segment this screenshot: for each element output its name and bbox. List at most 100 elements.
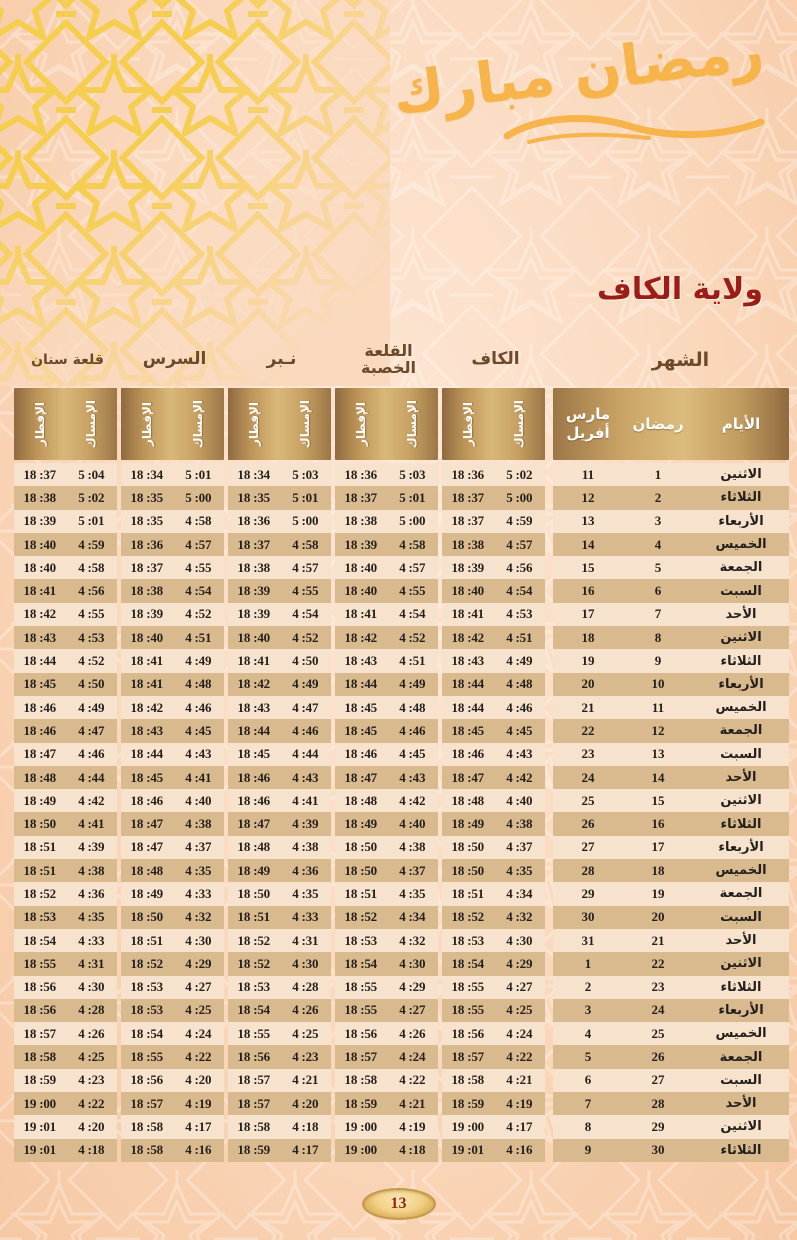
header-cell-imsak: الإمساك	[280, 388, 332, 460]
iftar-time-cell: 18 :57	[237, 1072, 271, 1088]
iftar-time-cell: 18 :52	[130, 955, 164, 971]
iftar-time-cell: 18 :47	[130, 816, 164, 832]
table-row: 18 :47 4 :43	[335, 765, 438, 790]
header-gregorian-line1: مارس	[565, 405, 611, 424]
table-row: 18 :39 4 :52	[121, 602, 224, 627]
table-row: 18 :35 4 :58	[121, 509, 224, 533]
iftar-time-cell: 18 :42	[23, 606, 57, 622]
gregorian-day-cell: 26	[581, 816, 595, 832]
hijri-day-cell: 22	[651, 955, 665, 971]
table-row: 18 :50 4 :38	[335, 835, 438, 860]
table-row: 18 :47 4 :42	[442, 765, 545, 790]
city-column-header: الإفطار الإمساك	[14, 388, 117, 460]
day-row: الثلاثاء 2 12	[553, 486, 789, 510]
header-label-imsak: الإمساك	[84, 399, 99, 449]
imsak-time-cell: 4 :20	[185, 1072, 212, 1088]
table-row: 18 :54 4 :29	[442, 952, 545, 976]
day-row: الخميس 4 14	[553, 532, 789, 557]
days-header-row: الأيام رمضان مارس أفريل	[553, 388, 789, 460]
table-row: 18 :59 4 :21	[335, 1092, 438, 1116]
imsak-time-cell: 4 :42	[399, 792, 426, 808]
gregorian-day-cell: 31	[581, 932, 595, 948]
table-row: 18 :42 4 :52	[335, 626, 438, 650]
imsak-time-cell: 4 :42	[78, 792, 105, 808]
table-row: 18 :59 4 :23	[14, 1068, 117, 1093]
iftar-time-cell: 18 :53	[23, 909, 57, 925]
imsak-time-cell: 4 :59	[506, 513, 533, 529]
imsak-time-cell: 5 :00	[292, 513, 319, 529]
imsak-time-cell: 4 :39	[78, 839, 105, 855]
iftar-time-cell: 18 :48	[237, 839, 271, 855]
day-name-cell: الثلاثاء	[720, 653, 762, 669]
table-row: 18 :58 4 :17	[121, 1115, 224, 1139]
table-row: 18 :36 4 :57	[121, 532, 224, 557]
imsak-time-cell: 4 :26	[399, 1025, 426, 1041]
day-name-cell: الاثنين	[720, 956, 762, 972]
iftar-time-cell: 18 :42	[237, 676, 271, 692]
hijri-day-cell: 16	[651, 816, 665, 832]
iftar-time-cell: 18 :55	[130, 1049, 164, 1065]
imsak-time-cell: 4 :38	[185, 816, 212, 832]
table-row: 18 :43 4 :49	[442, 649, 545, 673]
iftar-time-cell: 18 :50	[451, 839, 485, 855]
header-cell-iftar: الإفطار	[335, 388, 387, 460]
iftar-time-cell: 18 :42	[130, 699, 164, 715]
table-row: 18 :55 4 :22	[121, 1045, 224, 1069]
day-name-cell: الأربعاء	[718, 676, 764, 692]
city-captions-row: قلعة سنان السرس نـبر القلعة الخصبة الكاف…	[0, 336, 797, 384]
table-row: 18 :49 4 :33	[121, 882, 224, 906]
imsak-time-cell: 4 :34	[399, 909, 426, 925]
imsak-time-cell: 4 :46	[292, 722, 319, 738]
iftar-time-cell: 19 :01	[23, 1142, 57, 1158]
imsak-time-cell: 4 :28	[78, 1002, 105, 1018]
imsak-time-cell: 4 :26	[292, 1002, 319, 1018]
table-row: 18 :55 4 :29	[335, 975, 438, 999]
imsak-time-cell: 4 :45	[185, 722, 212, 738]
table-row: 18 :37 4 :59	[442, 509, 545, 533]
iftar-time-cell: 18 :37	[344, 489, 378, 505]
imsak-time-cell: 4 :22	[506, 1049, 533, 1065]
iftar-time-cell: 19 :01	[451, 1142, 485, 1158]
iftar-time-cell: 18 :57	[23, 1025, 57, 1041]
imsak-time-cell: 4 :45	[399, 746, 426, 762]
imsak-time-cell: 4 :48	[185, 676, 212, 692]
iftar-time-cell: 18 :35	[130, 513, 164, 529]
gregorian-day-cell: 5	[584, 1049, 592, 1065]
iftar-time-cell: 18 :37	[23, 466, 57, 482]
iftar-time-cell: 18 :36	[451, 466, 485, 482]
gregorian-day-cell: 24	[581, 769, 595, 785]
iftar-time-cell: 18 :38	[237, 559, 271, 575]
day-row: الجمعة 5 15	[553, 556, 789, 580]
iftar-time-cell: 18 :34	[130, 466, 164, 482]
header-cell-iftar: الإفطار	[121, 388, 173, 460]
iftar-time-cell: 18 :55	[344, 1002, 378, 1018]
hijri-day-cell: 2	[654, 489, 662, 505]
iftar-time-cell: 18 :34	[237, 466, 271, 482]
gregorian-day-cell: 13	[581, 513, 595, 529]
hijri-day-cell: 15	[651, 792, 665, 808]
imsak-time-cell: 4 :31	[78, 955, 105, 971]
iftar-time-cell: 18 :58	[130, 1142, 164, 1158]
iftar-time-cell: 18 :44	[344, 676, 378, 692]
imsak-time-cell: 4 :18	[78, 1142, 105, 1158]
gregorian-day-cell: 18	[581, 629, 595, 645]
table-row: 18 :49 4 :40	[335, 812, 438, 836]
table-row: 18 :40 4 :51	[121, 626, 224, 650]
iftar-time-cell: 18 :47	[130, 839, 164, 855]
header-label-iftar: الإفطار	[32, 401, 47, 446]
iftar-time-cell: 18 :54	[23, 932, 57, 948]
header-label-iftar: الإفطار	[353, 401, 368, 446]
imsak-time-cell: 4 :46	[506, 699, 533, 715]
day-row: الاثنين 22 1	[553, 952, 789, 976]
iftar-time-cell: 18 :55	[451, 979, 485, 995]
day-name-cell: الأحد	[725, 933, 757, 949]
day-name-cell: السبت	[720, 909, 762, 925]
iftar-time-cell: 18 :47	[344, 769, 378, 785]
imsak-time-cell: 4 :19	[185, 1095, 212, 1111]
table-row: 18 :35 5 :01	[228, 486, 331, 510]
imsak-time-cell: 4 :50	[292, 653, 319, 669]
iftar-time-cell: 18 :56	[23, 1002, 57, 1018]
city-caption-line1: القلعة	[364, 341, 413, 361]
iftar-time-cell: 18 :53	[130, 979, 164, 995]
imsak-time-cell: 4 :22	[185, 1049, 212, 1065]
